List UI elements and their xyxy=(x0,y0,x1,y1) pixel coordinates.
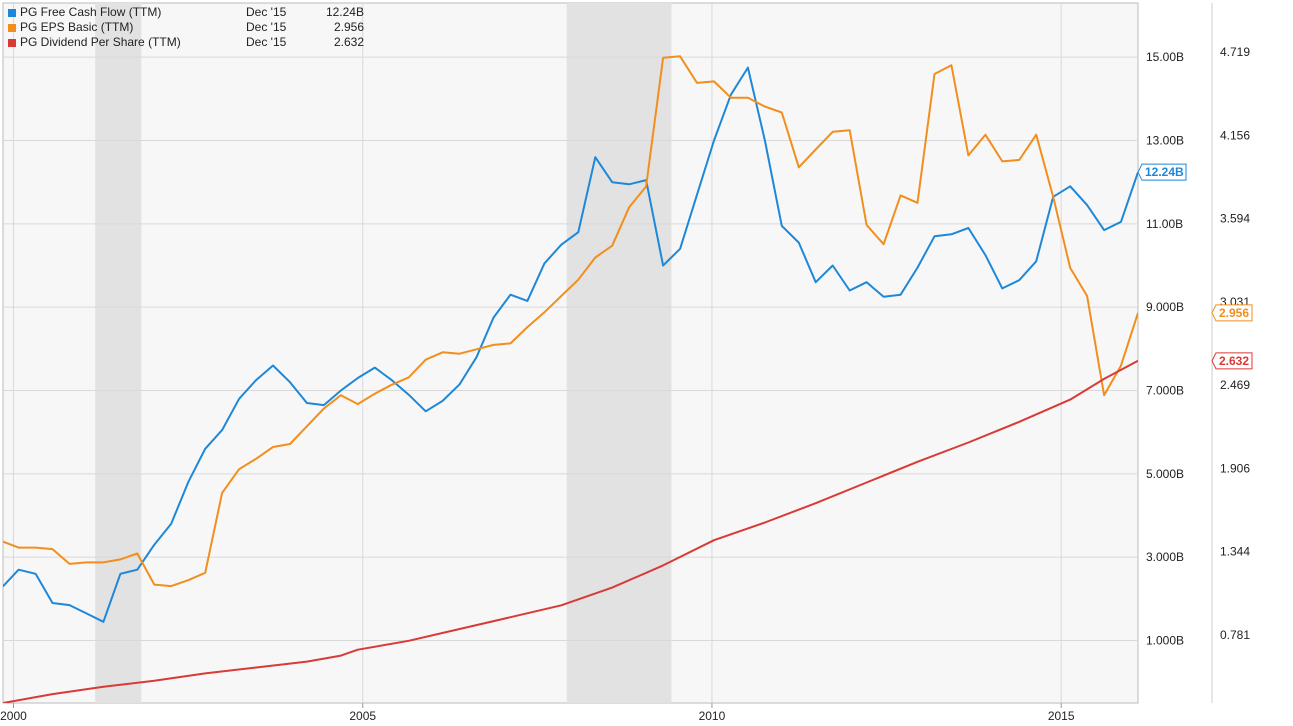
legend: PG Free Cash Flow (TTM) Dec '15 12.24B P… xyxy=(8,5,364,50)
right-axis-tick-1-906: 1.906 xyxy=(1220,461,1250,475)
end-label-layer: 12.24B 2.956 2.632 xyxy=(1137,163,1253,370)
x-axis-tick-2010: 2010 xyxy=(699,709,726,723)
recession-shading-layer xyxy=(95,3,672,703)
axis-layer: 1.000B 3.000B 5.000B 7.000B 9.000B 11.00B 13.0… xyxy=(0,3,1250,723)
legend-name-eps: PG EPS Basic (TTM) xyxy=(20,20,134,34)
legend-row-fcf: PG Free Cash Flow (TTM) Dec '15 12.24B xyxy=(8,5,364,20)
x-axis-tick-2000: 2000 xyxy=(0,709,27,723)
end-label-dps: 2.632 xyxy=(1211,352,1253,370)
left-axis-tick-1-000b: 1.000B xyxy=(1146,634,1184,648)
series-line-dps xyxy=(3,359,1138,703)
legend-swatch-eps xyxy=(8,23,16,32)
end-label-fcf: 12.24B xyxy=(1137,163,1187,181)
legend-value-fcf: 12.24B xyxy=(325,5,364,19)
left-axis-tick-15-00b: 15.00B xyxy=(1146,50,1184,64)
legend-name-fcf: PG Free Cash Flow (TTM) xyxy=(20,5,162,19)
legend-row-eps: PG EPS Basic (TTM) Dec '15 2.956 xyxy=(8,20,364,35)
legend-value-dps: 2.632 xyxy=(333,35,364,49)
right-axis-tick-3-594: 3.594 xyxy=(1220,211,1250,225)
legend-name-dps: PG Dividend Per Share (TTM) xyxy=(20,35,181,49)
recession-band-0 xyxy=(95,3,142,703)
left-axis-tick-3-000b: 3.000B xyxy=(1146,550,1184,564)
end-label-box-fcf xyxy=(1137,163,1187,181)
right-axis-tick-2-469: 2.469 xyxy=(1220,378,1250,392)
legend-row-dps: PG Dividend Per Share (TTM) Dec '15 2.63… xyxy=(8,35,364,50)
right-axis-tick-4-156: 4.156 xyxy=(1220,128,1250,142)
x-axis-tick-2005: 2005 xyxy=(349,709,376,723)
end-label-box-eps xyxy=(1211,304,1253,322)
legend-swatch-dps xyxy=(8,38,16,47)
end-label-text-eps: 2.956 xyxy=(1219,306,1249,320)
left-axis-tick-13-00b: 13.00B xyxy=(1146,134,1184,148)
legend-date-eps: Dec '15 xyxy=(246,20,287,34)
legend-swatch-fcf xyxy=(8,8,16,17)
legend-date-dps: Dec '15 xyxy=(246,35,287,49)
right-axis-tick-4-719: 4.719 xyxy=(1220,45,1250,59)
legend-date-fcf: Dec '15 xyxy=(246,5,287,19)
series-line-eps xyxy=(3,55,1138,588)
series-layer xyxy=(3,55,1138,703)
left-axis-tick-7-000b: 7.000B xyxy=(1146,384,1184,398)
x-axis-tick-2015: 2015 xyxy=(1048,709,1075,723)
left-axis-tick-9-000b: 9.000B xyxy=(1146,300,1184,314)
end-label-box-dps xyxy=(1211,352,1253,370)
end-label-text-dps: 2.632 xyxy=(1219,354,1249,368)
end-label-text-fcf: 12.24B xyxy=(1145,165,1184,179)
right-axis-tick-0-781: 0.781 xyxy=(1220,628,1250,642)
legend-value-eps: 2.956 xyxy=(333,20,364,34)
left-axis-tick-5-000b: 5.000B xyxy=(1146,467,1184,481)
left-axis-tick-11-00b: 11.00B xyxy=(1146,217,1183,231)
end-label-eps: 2.956 xyxy=(1211,304,1253,322)
series-line-fcf xyxy=(3,66,1138,623)
right-axis-tick-1-344: 1.344 xyxy=(1220,544,1250,558)
